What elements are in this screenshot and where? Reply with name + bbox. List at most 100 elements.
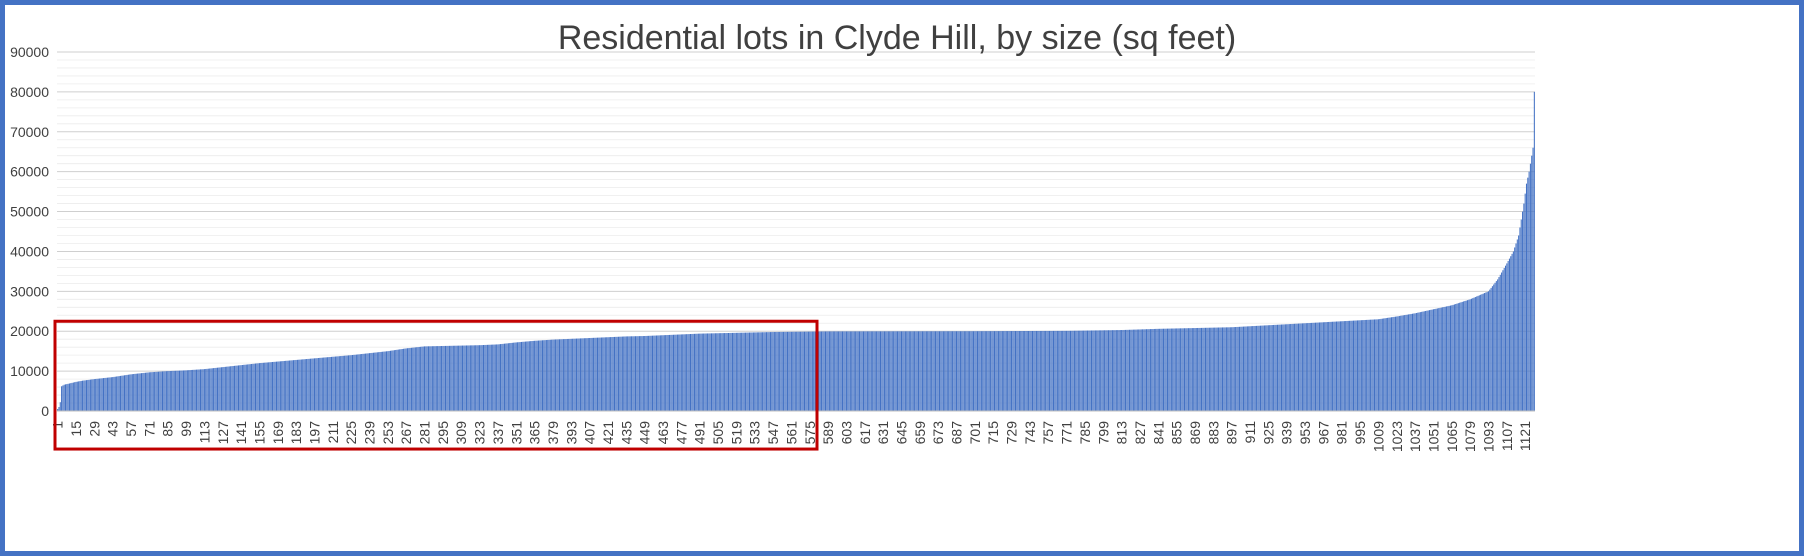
bar: [1311, 322, 1313, 411]
bar: [928, 331, 930, 411]
bar: [235, 365, 237, 411]
bar: [514, 342, 516, 411]
x-tick-label: 841: [1150, 421, 1166, 445]
bar: [1467, 300, 1469, 411]
x-tick-label: 1037: [1407, 421, 1423, 452]
bar: [763, 332, 765, 411]
bar: [1011, 331, 1013, 411]
bar: [1021, 331, 1023, 411]
bar: [1460, 302, 1462, 411]
bar: [847, 331, 849, 411]
y-tick-label: 0: [41, 403, 49, 419]
bar: [803, 331, 806, 411]
bar: [1417, 312, 1419, 411]
bar: [827, 331, 829, 411]
bar: [287, 360, 289, 411]
bar: [296, 359, 298, 411]
bar: [887, 331, 889, 411]
bar: [1334, 321, 1336, 411]
bar: [1203, 327, 1205, 411]
bar: [396, 349, 398, 411]
bar: [1097, 330, 1099, 411]
bar: [965, 331, 967, 411]
bar: [92, 379, 94, 411]
bar: [189, 370, 191, 411]
bar: [451, 345, 453, 411]
bar: [1514, 247, 1516, 411]
bar: [1204, 327, 1206, 411]
x-tick-label: 29: [86, 421, 102, 437]
bar: [832, 331, 834, 411]
bar: [780, 331, 782, 411]
bar: [444, 345, 447, 411]
bar: [1448, 305, 1450, 411]
bar: [1157, 328, 1159, 411]
bar: [1461, 301, 1463, 411]
bar: [746, 332, 748, 411]
bar: [379, 352, 381, 411]
x-tick-label: 995: [1352, 421, 1368, 445]
bar: [125, 375, 127, 411]
bar: [784, 331, 786, 411]
bar: [848, 331, 850, 411]
bar: [1046, 330, 1048, 411]
bar: [447, 345, 449, 411]
bar: [1178, 328, 1180, 411]
bar: [237, 365, 239, 411]
bar: [748, 332, 751, 411]
bar: [1532, 147, 1534, 412]
bar: [1185, 328, 1187, 411]
bar: [391, 350, 393, 411]
x-tick-label: 953: [1297, 421, 1313, 445]
bar: [84, 380, 86, 411]
bar: [790, 331, 792, 411]
bar: [1123, 329, 1125, 411]
bar: [401, 348, 403, 411]
bar: [828, 331, 830, 411]
bar: [427, 346, 429, 411]
bar: [957, 331, 959, 411]
bar: [1168, 328, 1170, 411]
bar: [851, 331, 853, 411]
bar: [519, 342, 521, 411]
bar: [345, 355, 347, 411]
bar: [538, 340, 540, 411]
bar: [384, 351, 386, 411]
bar: [435, 346, 437, 411]
bar: [1144, 329, 1146, 411]
bar: [616, 336, 618, 411]
bar: [192, 369, 194, 411]
bar: [1236, 326, 1238, 411]
bar: [765, 332, 768, 411]
bar: [312, 358, 314, 411]
x-tick-label: 141: [233, 421, 249, 445]
bar: [993, 331, 996, 411]
bar: [1291, 323, 1293, 411]
bar: [410, 347, 412, 411]
bar: [1208, 327, 1210, 411]
bar: [340, 356, 342, 411]
bar: [1113, 330, 1115, 411]
bar: [61, 386, 63, 411]
bar: [840, 331, 842, 411]
bar: [382, 351, 384, 411]
bar: [1071, 330, 1073, 411]
x-tick-label: 911: [1242, 421, 1258, 444]
bar: [409, 347, 411, 411]
bar: [1257, 325, 1259, 411]
y-tick-label: 40000: [10, 243, 49, 259]
bar: [1387, 317, 1389, 411]
bar: [1459, 302, 1461, 411]
bar: [1472, 298, 1474, 411]
bar: [374, 352, 376, 411]
bar: [709, 333, 711, 411]
bar: [350, 355, 352, 411]
bar: [1355, 320, 1357, 411]
x-tick-label: 659: [912, 421, 928, 445]
bar: [1527, 177, 1529, 411]
bar: [355, 354, 357, 411]
bar: [970, 331, 972, 411]
bar: [222, 367, 224, 411]
bar: [123, 375, 126, 411]
bar: [659, 335, 661, 411]
